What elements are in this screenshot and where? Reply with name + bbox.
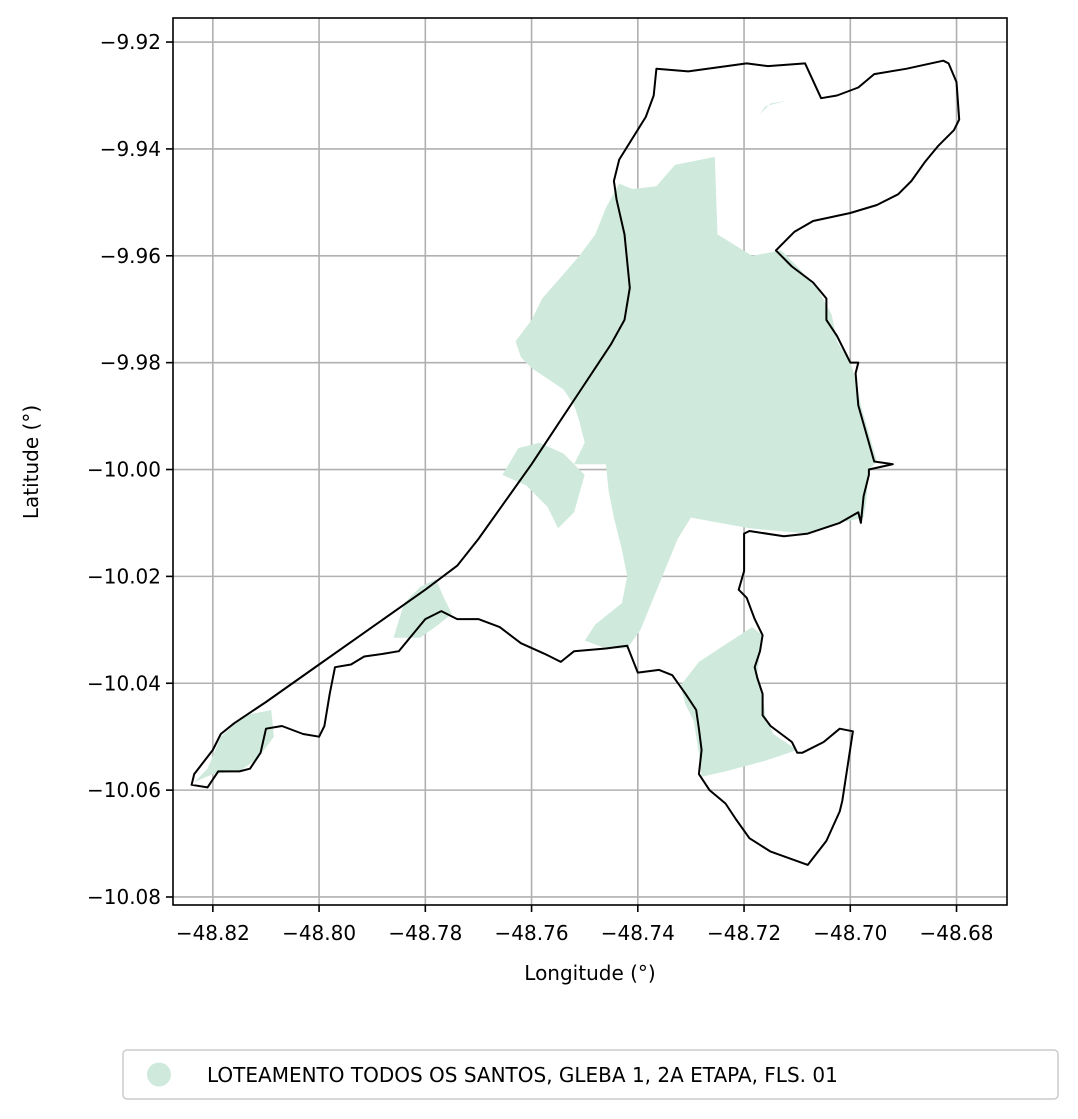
y-axis-label: Latitude (°) xyxy=(19,405,43,519)
x-ticks: −48.82 −48.80 −48.78 −48.76 −48.74 −48.72 −48.… xyxy=(176,905,994,945)
x-tick-label: −48.82 xyxy=(176,921,250,945)
x-tick-label: −48.68 xyxy=(920,921,994,945)
x-tick-label: −48.72 xyxy=(707,921,781,945)
municipal-boundary-layer xyxy=(190,59,961,866)
y-tick-label: −9.98 xyxy=(100,351,161,375)
y-tick-label: −10.04 xyxy=(87,671,161,695)
x-axis-label: Longitude (°) xyxy=(524,961,655,985)
y-tick-label: −9.92 xyxy=(100,30,161,54)
parcel-polygon xyxy=(760,100,787,115)
y-tick-label: −9.94 xyxy=(100,137,161,161)
y-tick-label: −10.06 xyxy=(87,778,161,802)
x-tick-label: −48.78 xyxy=(388,921,462,945)
y-ticks: −9.92 −9.94 −9.96 −9.98 −10.00 −10.02 −10.04 −1… xyxy=(87,30,173,909)
parcel-polygon xyxy=(194,710,274,783)
parcel-polygon xyxy=(680,627,798,777)
y-tick-label: −10.00 xyxy=(87,458,161,482)
parcel-polygon xyxy=(393,579,452,638)
y-tick-label: −10.08 xyxy=(87,885,161,909)
legend: LOTEAMENTO TODOS OS SANTOS, GLEBA 1, 2A … xyxy=(122,1049,1059,1100)
axes-frame xyxy=(172,17,1008,906)
y-tick-label: −10.02 xyxy=(87,564,161,588)
legend-entry-label: LOTEAMENTO TODOS OS SANTOS, GLEBA 1, 2A … xyxy=(207,1063,838,1087)
legend-marker-circle xyxy=(147,1062,171,1087)
y-tick-label: −9.96 xyxy=(100,244,161,268)
parcel-polygon xyxy=(515,156,877,649)
parcel-layer xyxy=(194,100,877,783)
x-tick-label: −48.80 xyxy=(282,921,356,945)
x-tick-label: −48.76 xyxy=(495,921,569,945)
boundary-outline xyxy=(190,59,961,866)
parcel-polygon xyxy=(659,245,819,374)
x-tick-label: −48.70 xyxy=(813,921,887,945)
x-tick-label: −48.74 xyxy=(601,921,675,945)
legend-frame xyxy=(122,1049,1059,1100)
parcel-polygon xyxy=(502,442,585,529)
